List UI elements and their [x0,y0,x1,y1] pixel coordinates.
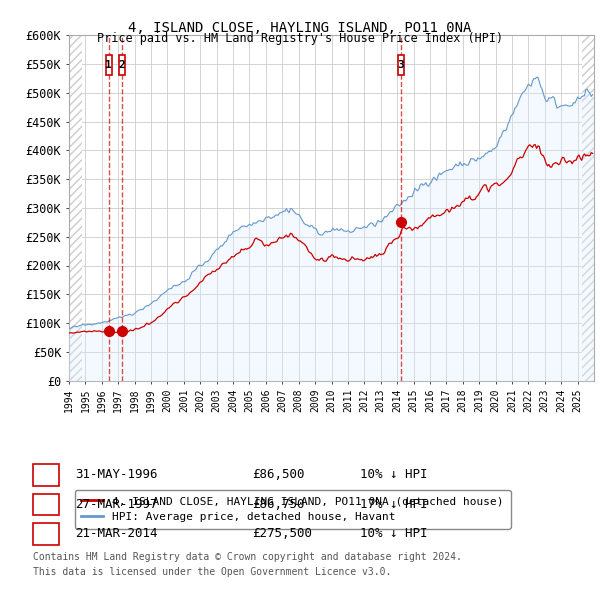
Bar [69,35,82,381]
Bar [581,35,594,381]
Bar [119,55,125,75]
Text: Price paid vs. HM Land Registry's House Price Index (HPI): Price paid vs. HM Land Registry's House … [97,32,503,45]
Text: £86,750: £86,750 [252,498,305,511]
Bar [398,55,404,75]
Legend: 4, ISLAND CLOSE, HAYLING ISLAND, PO11 0NA (detached house), HPI: Average price, : 4, ISLAND CLOSE, HAYLING ISLAND, PO11 0N… [74,490,511,529]
Text: 3: 3 [397,60,404,70]
Bar [106,55,112,75]
Text: 21-MAR-2014: 21-MAR-2014 [75,527,157,540]
Text: 4, ISLAND CLOSE, HAYLING ISLAND, PO11 0NA: 4, ISLAND CLOSE, HAYLING ISLAND, PO11 0N… [128,21,472,35]
Text: £86,500: £86,500 [252,468,305,481]
Text: 3: 3 [43,527,50,540]
Text: 31-MAY-1996: 31-MAY-1996 [75,468,157,481]
Text: 17% ↓ HPI: 17% ↓ HPI [360,498,427,511]
Text: 2: 2 [43,498,50,511]
Text: 1: 1 [43,468,50,481]
Text: This data is licensed under the Open Government Licence v3.0.: This data is licensed under the Open Gov… [33,567,391,577]
Text: 27-MAR-1997: 27-MAR-1997 [75,498,157,511]
Text: £275,500: £275,500 [252,527,312,540]
Text: 2: 2 [119,60,125,70]
Text: 10% ↓ HPI: 10% ↓ HPI [360,468,427,481]
Text: Contains HM Land Registry data © Crown copyright and database right 2024.: Contains HM Land Registry data © Crown c… [33,552,462,562]
Text: 10% ↓ HPI: 10% ↓ HPI [360,527,427,540]
Text: 1: 1 [106,60,112,70]
